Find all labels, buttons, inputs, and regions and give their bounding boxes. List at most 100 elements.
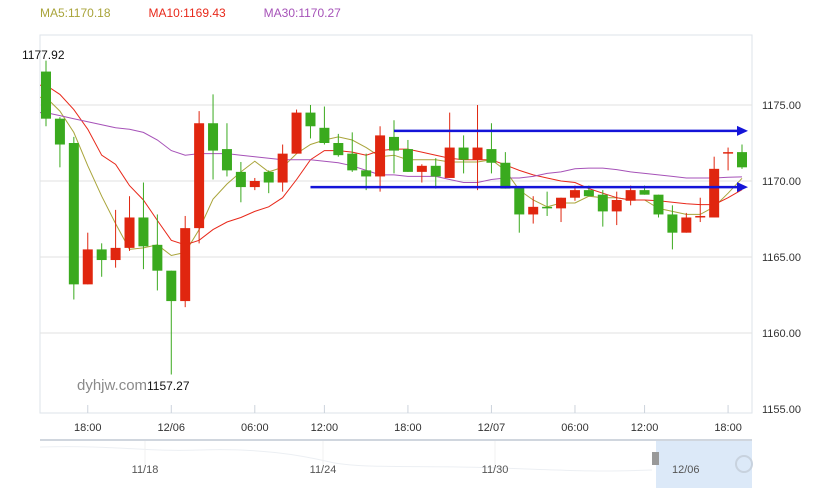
y-tick-label: 1170.00 (762, 176, 801, 188)
candle (681, 212, 692, 233)
candle (166, 270, 177, 375)
candle (82, 232, 93, 285)
candle-body (458, 147, 469, 160)
candle-body (277, 153, 288, 183)
candle (305, 105, 316, 139)
candle-body (319, 127, 330, 143)
candle (41, 60, 51, 127)
candle-body (291, 112, 302, 154)
candle-body (54, 118, 65, 145)
arrowhead-icon (737, 182, 748, 193)
candle (361, 153, 372, 191)
candle (194, 111, 205, 244)
candle (695, 197, 706, 223)
candle-body (82, 249, 93, 285)
candle (319, 106, 330, 145)
candle-body (653, 194, 664, 215)
candle (528, 196, 539, 224)
candle-body (583, 190, 594, 197)
plot-frame (39, 34, 753, 414)
navigator: 11/18 11/24 11/30 12/06 (39, 439, 753, 488)
candle (124, 196, 135, 251)
candle-body (361, 170, 372, 177)
candle (389, 120, 399, 174)
candle-body (486, 149, 497, 163)
navigator-handle[interactable] (652, 452, 659, 465)
candle-body (235, 171, 246, 188)
candle (263, 170, 274, 194)
min-price-label: 1157.27 (147, 379, 190, 393)
candle (416, 164, 427, 183)
candle (458, 135, 469, 174)
candle-body (597, 194, 608, 212)
navigator-date-label: 11/24 (310, 464, 337, 476)
candle (556, 197, 567, 223)
candle-body (500, 162, 511, 189)
x-tick-label: 06:00 (241, 422, 269, 434)
candle-body (124, 217, 135, 248)
candle (291, 109, 302, 154)
candle (542, 191, 553, 216)
y-tick-label: 1155.00 (762, 404, 801, 416)
candle-body (263, 171, 274, 183)
max-price-label: 1177.92 (22, 48, 65, 62)
candle (54, 117, 65, 168)
candle-body (528, 206, 539, 215)
candle (737, 144, 747, 169)
candle (514, 187, 525, 233)
candle (667, 205, 678, 250)
y-tick-label: 1175.00 (762, 100, 801, 112)
candle-body (402, 149, 413, 172)
y-tick-label: 1165.00 (762, 252, 801, 264)
candle-body (389, 136, 399, 151)
legend-ma5[interactable]: MA5:1170.18 (40, 6, 111, 20)
candle (653, 194, 664, 218)
candle-body (723, 152, 734, 154)
candle-body (249, 181, 260, 188)
candle (402, 139, 413, 172)
candle-body (681, 217, 692, 233)
candle-body (569, 190, 580, 198)
candle (472, 105, 483, 191)
x-tick-label: 12/06 (158, 422, 186, 434)
candle-body (416, 165, 427, 172)
arrowhead-icon (737, 125, 748, 136)
legend-ma30[interactable]: MA30:1170.27 (263, 6, 341, 20)
logo-icon (735, 455, 753, 473)
candle-body (625, 190, 636, 201)
candle-body (639, 190, 650, 195)
candle (611, 191, 622, 226)
x-tick-label: 18:00 (74, 422, 102, 434)
candle-body (194, 123, 205, 229)
navigator-series (39, 446, 653, 472)
candle (221, 123, 232, 177)
candle-body (737, 152, 747, 168)
candle (180, 215, 191, 308)
candle (235, 162, 246, 203)
candle-body (556, 197, 567, 209)
x-tick-label: 12/07 (478, 422, 506, 434)
candle (68, 136, 79, 300)
candle (277, 144, 288, 192)
candle (249, 177, 260, 191)
candle-body (166, 270, 177, 302)
candle (152, 214, 163, 291)
candle-body (333, 143, 344, 156)
x-tick-label: 18:00 (714, 422, 742, 434)
watermark: dyhjw.com (77, 377, 147, 394)
candle (138, 182, 149, 270)
candle (430, 158, 441, 189)
navigator-date-label: 12/06 (672, 464, 700, 476)
candle (597, 190, 608, 227)
navigator-date-label: 11/30 (482, 464, 509, 476)
candle-body (152, 244, 163, 271)
candle-body (41, 71, 51, 119)
candle-body (68, 143, 79, 285)
y-tick-label: 1160.00 (762, 328, 801, 340)
ma-line-ma10 (40, 84, 743, 246)
navigator-selection[interactable] (656, 441, 752, 488)
x-tick-label: 06:00 (561, 422, 589, 434)
navigator-date-label: 11/18 (132, 464, 159, 476)
candle (625, 185, 636, 206)
legend-ma10[interactable]: MA10:1169.43 (148, 6, 226, 20)
